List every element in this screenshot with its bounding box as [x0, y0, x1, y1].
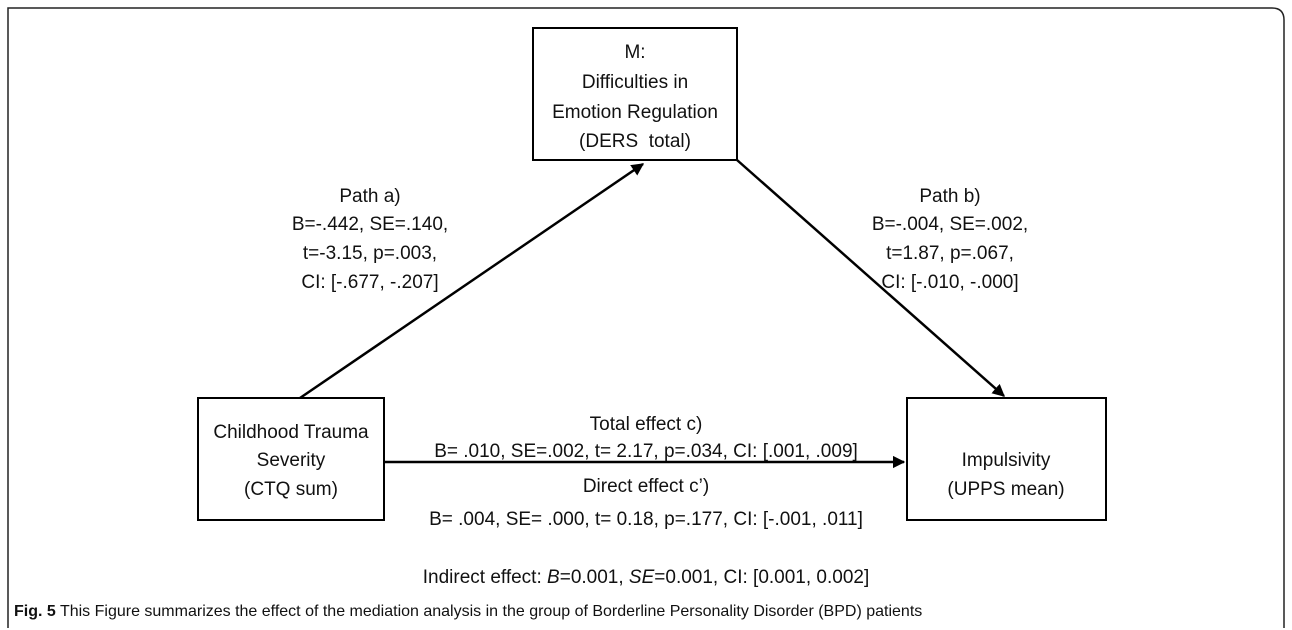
path-a-label: Path a) — [339, 186, 400, 207]
figure-border — [7, 7, 1285, 628]
path-a-label: B=-.442, SE=.140, — [292, 214, 448, 235]
predictor-box — [197, 397, 385, 521]
path-b-label: t=1.87, p=.067, — [886, 243, 1014, 264]
indirect-rest: =0.001, CI: [0.001, 0.002] — [654, 567, 869, 588]
indirect-b-value: =0.001, — [560, 567, 624, 588]
path-b-label: B=-.004, SE=.002, — [872, 214, 1028, 235]
path-b-label: CI: [-.010, -.000] — [881, 272, 1018, 293]
indirect-effect: Indirect effect: B=0.001, SE=0.001, CI: … — [423, 567, 870, 588]
path-a-label: CI: [-.677, -.207] — [301, 272, 438, 293]
direct-effect-stats: B= .004, SE= .000, t= 0.18, p=.177, CI: … — [429, 509, 863, 530]
indirect-se: SE — [629, 567, 655, 588]
mediator-label: M: — [624, 42, 645, 63]
total-effect-stats: B= .010, SE=.002, t= 2.17, p=.034, CI: [… — [434, 441, 858, 462]
arrow-b — [736, 159, 1005, 397]
caption: Fig. 5 This Figure summarizes the effect… — [14, 603, 922, 620]
caption-label: Fig. 5 — [14, 603, 56, 620]
path-a-label: t=-3.15, p=.003, — [303, 243, 437, 264]
predictor-label: Severity — [257, 450, 326, 471]
mediator-label: Emotion Regulation — [552, 102, 718, 123]
direct-effect-label: Direct effect c’) — [583, 476, 709, 497]
arrow-a — [299, 162, 645, 400]
caption-text: This Figure summarizes the effect of the… — [60, 603, 922, 620]
outcome-label: (UPPS mean) — [947, 479, 1064, 500]
path-b-label: Path b) — [919, 186, 980, 207]
mediator-box — [532, 27, 738, 161]
predictor-label: Childhood Trauma — [213, 422, 369, 443]
mediator-label: (DERS total) — [579, 131, 691, 152]
indirect-b: B — [547, 567, 560, 588]
indirect-label: Indirect effect: — [423, 567, 542, 588]
outcome-box — [906, 397, 1107, 521]
mediator-label: Difficulties in — [582, 72, 688, 93]
predictor-label: (CTQ sum) — [244, 479, 338, 500]
total-effect-label: Total effect c) — [590, 414, 703, 435]
outcome-label: Impulsivity — [962, 450, 1051, 471]
